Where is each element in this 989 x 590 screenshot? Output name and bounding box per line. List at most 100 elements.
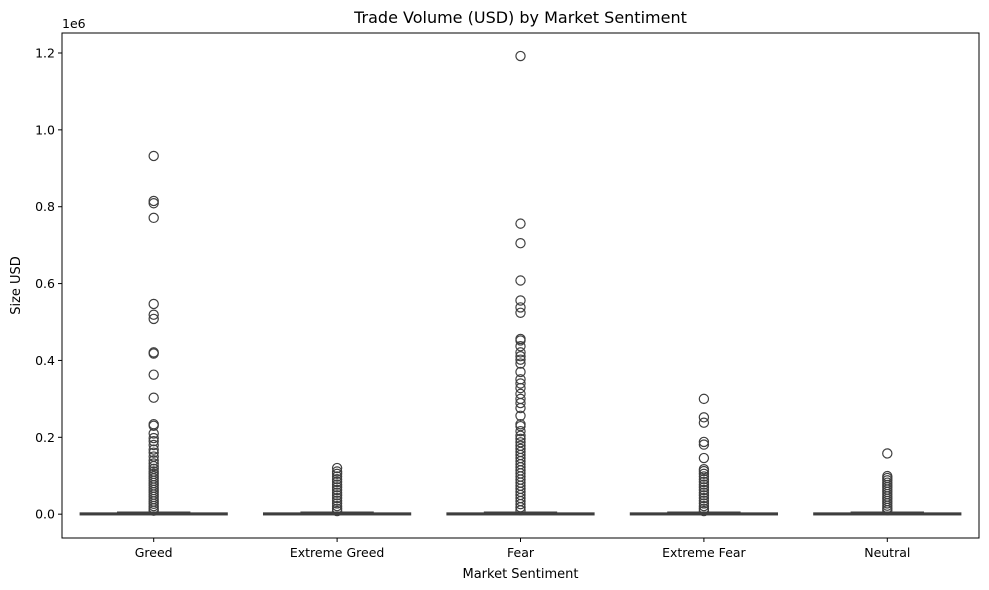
outlier-point (515, 341, 526, 352)
y-axis: 0.0 0.2 0.4 0.6 0.8 1.0 1.2 (35, 45, 62, 522)
outlier-point (148, 198, 159, 209)
outlier-point (698, 471, 710, 482)
x-tick-label: Extreme Fear (662, 545, 746, 560)
outlier-point (148, 455, 159, 466)
outlier-point (148, 150, 159, 162)
y-tick-label: 1.0 (35, 122, 55, 137)
outlier-point (148, 432, 159, 444)
outlier-point (331, 498, 343, 509)
outlier-point (331, 505, 343, 517)
outlier-point (698, 465, 710, 477)
outlier-point (331, 473, 343, 485)
outlier-point (515, 358, 526, 369)
outlier-point (698, 439, 710, 450)
outlier-point (331, 482, 343, 493)
outlier-point (515, 302, 526, 313)
outlier-point (698, 436, 710, 448)
outlier-point (698, 484, 710, 496)
outlier-point (331, 462, 343, 474)
outlier-point (331, 468, 343, 480)
box-group (262, 462, 412, 517)
outlier-point (698, 468, 710, 480)
outlier-point (698, 500, 710, 512)
outlier-point (698, 495, 710, 506)
outlier-point (515, 295, 526, 306)
outlier-point (148, 348, 159, 359)
outlier-point (698, 479, 710, 490)
outlier-point (515, 433, 526, 445)
outlier-point (698, 412, 710, 423)
outlier-point (515, 430, 526, 441)
outlier-point (515, 307, 526, 318)
outlier-point (148, 460, 159, 472)
outlier-point (515, 347, 526, 358)
x-axis: Greed Extreme Greed Fear Extreme Fear Neutra… (135, 538, 910, 560)
outlier-point (698, 498, 710, 509)
outlier-point (515, 351, 526, 362)
x-axis-label: Market Sentiment (462, 567, 578, 582)
outlier-point (515, 238, 526, 249)
outlier-point (698, 476, 710, 488)
outlier-point (515, 498, 526, 510)
y-tick-label: 1.2 (35, 45, 55, 60)
box-group (813, 448, 962, 516)
outlier-point (331, 500, 343, 512)
outlier-point (515, 50, 526, 62)
outlier-point (882, 505, 893, 516)
outlier-point (331, 484, 343, 496)
outlier-point (515, 397, 526, 409)
outlier-point (148, 392, 159, 403)
outlier-point (148, 313, 159, 325)
x-tick-label: Neutral (864, 545, 910, 560)
outlier-point (148, 369, 159, 380)
outlier-point (882, 448, 893, 459)
outlier-point (331, 492, 343, 504)
outlier-point (698, 487, 710, 498)
y-axis-label: Size USD (9, 256, 24, 315)
y-tick-label: 0.2 (35, 430, 55, 445)
outlier-point (515, 382, 526, 394)
outlier-point (515, 366, 526, 378)
outlier-point (148, 428, 159, 439)
x-tick-label: Greed (135, 545, 173, 560)
outlier-point (698, 452, 710, 464)
outlier-point (515, 402, 526, 414)
box-group (79, 150, 228, 516)
outlier-point (148, 439, 159, 451)
outlier-point (331, 487, 343, 498)
outlier-point (148, 444, 159, 455)
y-tick-label: 0.6 (35, 276, 55, 291)
outlier-point (515, 354, 526, 365)
y-tick-label: 0.4 (35, 353, 55, 368)
outlier-point (331, 476, 343, 488)
outlier-point (331, 495, 343, 506)
outlier-point (148, 435, 159, 447)
x-tick-label: Fear (507, 545, 535, 560)
outlier-point (515, 505, 526, 516)
outlier-point (515, 275, 526, 286)
box-group (629, 393, 779, 517)
outlier-point (698, 393, 710, 405)
outlier-point (331, 479, 343, 490)
outlier-point (515, 218, 526, 229)
outlier-point (148, 458, 159, 469)
outlier-point (515, 378, 526, 389)
y-tick-label: 0.0 (35, 507, 55, 522)
outlier-point (698, 473, 710, 485)
outlier-point (148, 505, 159, 516)
outlier-point (148, 195, 159, 207)
outlier-point (698, 417, 710, 428)
outlier-point (331, 490, 343, 501)
y-offset-label: 1e6 (62, 16, 86, 31)
outlier-point (148, 420, 159, 431)
outlier-point (331, 471, 343, 482)
plot-area (79, 50, 962, 517)
outlier-point (515, 502, 526, 513)
outlier-point (148, 447, 159, 458)
outlier-point (698, 490, 710, 501)
outlier-point (148, 298, 159, 310)
outlier-point (515, 410, 526, 421)
chart-title: Trade Volume (USD) by Market Sentiment (353, 8, 687, 27)
y-tick-label: 0.8 (35, 199, 55, 214)
